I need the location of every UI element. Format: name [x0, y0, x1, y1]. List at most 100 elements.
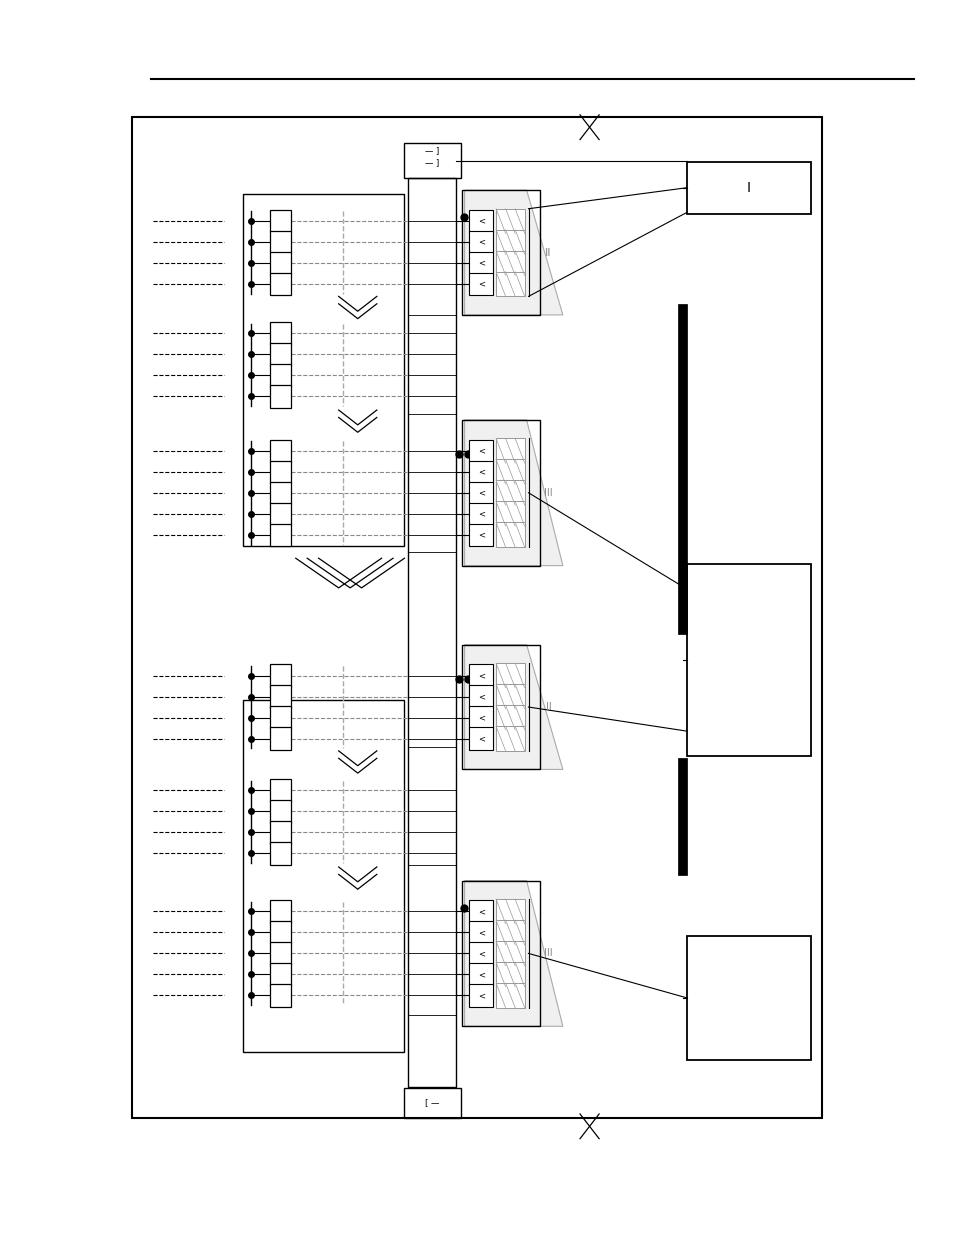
Bar — [270, 273, 291, 295]
Bar — [496, 438, 524, 463]
Bar — [496, 480, 524, 505]
Bar — [270, 963, 291, 986]
Bar — [270, 800, 291, 823]
Bar — [496, 899, 524, 924]
Text: <: < — [477, 927, 484, 937]
Text: <: < — [477, 467, 484, 477]
Bar — [270, 210, 291, 232]
Text: III: III — [543, 488, 553, 498]
Bar — [496, 272, 524, 296]
Bar — [496, 962, 524, 987]
Bar — [270, 942, 291, 965]
Bar — [270, 685, 291, 708]
Bar — [270, 231, 291, 253]
Bar — [270, 984, 291, 1007]
Bar — [496, 983, 524, 1008]
Bar — [469, 900, 493, 923]
Bar — [496, 230, 524, 254]
Text: <: < — [477, 216, 484, 226]
Bar — [496, 459, 524, 484]
Polygon shape — [464, 190, 562, 315]
Bar — [686, 162, 810, 214]
Text: <: < — [477, 237, 484, 247]
Bar — [243, 700, 403, 1052]
Text: — ]: — ] — [425, 158, 438, 168]
Bar — [469, 440, 493, 462]
Text: II: II — [545, 247, 551, 258]
Bar — [270, 440, 291, 462]
Polygon shape — [464, 881, 562, 1026]
Bar — [270, 482, 291, 504]
Text: [ —: [ — — [424, 1098, 439, 1108]
Bar — [270, 252, 291, 274]
Bar — [496, 941, 524, 966]
Bar — [270, 664, 291, 687]
Bar — [496, 920, 524, 945]
Bar — [270, 364, 291, 387]
Bar — [270, 322, 291, 345]
Bar — [469, 727, 493, 750]
Bar — [270, 461, 291, 483]
Bar — [469, 524, 493, 546]
Polygon shape — [464, 645, 562, 769]
Text: <: < — [477, 279, 484, 289]
Text: <: < — [477, 258, 484, 268]
Bar — [496, 209, 524, 233]
Text: <: < — [477, 692, 484, 701]
Text: III: III — [543, 948, 553, 958]
Text: <: < — [477, 990, 484, 1000]
Bar — [270, 385, 291, 408]
Bar — [686, 936, 810, 1060]
Text: <: < — [477, 969, 484, 979]
Bar — [243, 194, 403, 546]
Bar — [469, 503, 493, 525]
Bar — [270, 343, 291, 366]
Bar — [461, 420, 539, 566]
Bar — [403, 1088, 460, 1118]
Text: <: < — [477, 671, 484, 680]
Bar — [496, 522, 524, 547]
Bar — [469, 461, 493, 483]
Bar — [469, 706, 493, 729]
Bar — [270, 779, 291, 802]
Bar — [461, 881, 539, 1026]
Bar — [270, 524, 291, 546]
Bar — [270, 821, 291, 844]
Bar — [270, 900, 291, 923]
Bar — [403, 143, 460, 178]
Text: <: < — [477, 488, 484, 498]
Text: <: < — [477, 906, 484, 916]
Bar — [469, 685, 493, 708]
Bar — [270, 921, 291, 944]
Bar — [496, 663, 524, 688]
Text: <: < — [477, 509, 484, 519]
Bar — [270, 842, 291, 864]
Bar — [469, 252, 493, 274]
Text: <: < — [477, 446, 484, 456]
Bar — [270, 727, 291, 750]
Text: <: < — [477, 713, 484, 722]
Polygon shape — [464, 420, 562, 566]
Bar — [270, 706, 291, 729]
Text: <: < — [477, 734, 484, 743]
Bar — [496, 705, 524, 730]
Text: — ]: — ] — [425, 146, 438, 156]
Bar — [469, 942, 493, 965]
Bar — [469, 210, 493, 232]
Bar — [496, 726, 524, 751]
Bar — [469, 273, 493, 295]
Bar — [408, 178, 456, 1087]
Bar — [469, 921, 493, 944]
Bar — [469, 664, 493, 687]
Bar — [469, 482, 493, 504]
Bar — [461, 645, 539, 769]
Bar — [469, 963, 493, 986]
Bar — [686, 564, 810, 756]
Bar — [469, 231, 493, 253]
Bar — [270, 503, 291, 525]
Bar — [469, 984, 493, 1007]
Bar — [132, 117, 821, 1118]
Text: II: II — [545, 701, 551, 713]
Bar — [461, 190, 539, 315]
Bar — [496, 684, 524, 709]
